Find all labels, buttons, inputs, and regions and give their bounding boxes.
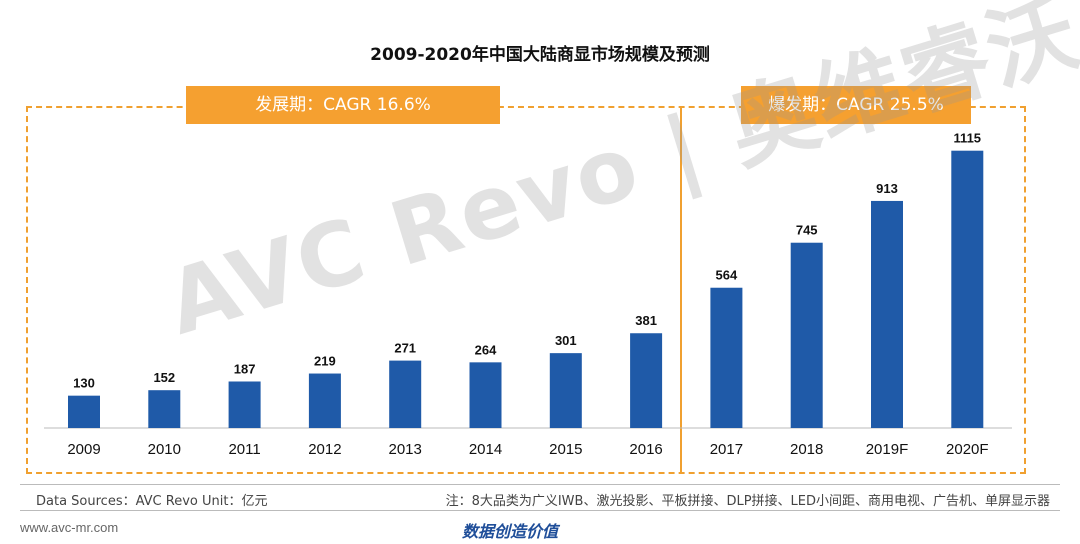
category-label-2017: 2017 <box>710 441 743 458</box>
website-link[interactable]: www.avc-mr.com <box>20 520 119 535</box>
value-label-2020F: 1115 <box>954 131 982 146</box>
value-label-2009: 130 <box>73 376 95 391</box>
bar-2016 <box>630 333 663 428</box>
category-label-2011: 2011 <box>228 441 260 458</box>
chart-title: 2009-2020年中国大陆商显市场规模及预测 <box>370 45 710 65</box>
value-label-2019F: 913 <box>876 181 898 196</box>
bar-2015 <box>549 353 582 428</box>
category-labels-group: 2009 2010 2011 2012 2013 2014 2015 2016 2017 2018… <box>67 441 988 458</box>
category-label-2015: 2015 <box>549 441 582 458</box>
growth-phase-box <box>26 106 1026 474</box>
value-label-2014: 264 <box>475 342 497 357</box>
category-label-2016: 2016 <box>629 441 662 458</box>
value-label-2018: 745 <box>796 223 818 238</box>
category-label-2009: 2009 <box>67 441 100 458</box>
value-label-2010: 152 <box>153 370 175 385</box>
bar-2018 <box>790 242 823 428</box>
growth-phase-label: 发展期：CAGR 16.6% <box>186 86 500 124</box>
value-label-2016: 381 <box>635 313 657 328</box>
value-label-2015: 301 <box>555 333 577 348</box>
category-label-2019F: 2019F <box>866 441 909 458</box>
slogan: 数据创造价值 <box>462 522 559 541</box>
bar-2013 <box>389 360 422 428</box>
bar-2009 <box>68 395 100 428</box>
category-label-2013: 2013 <box>389 441 422 458</box>
bar-2020F <box>951 150 984 428</box>
boom-phase-label: 爆发期：CAGR 25.5% <box>741 86 971 124</box>
category-label-2010: 2010 <box>148 441 181 458</box>
category-label-2012: 2012 <box>308 441 341 458</box>
bar-2011 <box>228 381 261 428</box>
footnote: 注：8大品类为广义IWB、激光投影、平板拼接、DLP拼接、LED小间距、商用电视… <box>445 494 1050 509</box>
value-label-2013: 271 <box>394 341 416 356</box>
category-label-2018: 2018 <box>790 441 823 458</box>
value-label-2012: 219 <box>314 354 336 369</box>
bar-2010 <box>148 390 181 428</box>
footer-divider-top <box>20 484 1060 485</box>
bars-group <box>68 150 984 428</box>
footer-divider <box>20 510 1060 511</box>
bar-2012 <box>308 373 341 428</box>
bar-2014 <box>469 362 502 428</box>
phase-divider <box>680 106 682 474</box>
data-source: Data Sources：AVC Revo Unit：亿元 <box>36 494 268 509</box>
bar-2017 <box>710 287 743 428</box>
category-label-2014: 2014 <box>469 441 502 458</box>
bar-2019F <box>871 200 903 428</box>
category-label-2020F: 2020F <box>946 441 989 458</box>
value-label-2011: 187 <box>234 361 256 376</box>
value-labels-group: 130 152 187 219 271 264 301 381 564 745 913 1115 <box>73 131 981 391</box>
value-label-2017: 564 <box>716 268 738 283</box>
